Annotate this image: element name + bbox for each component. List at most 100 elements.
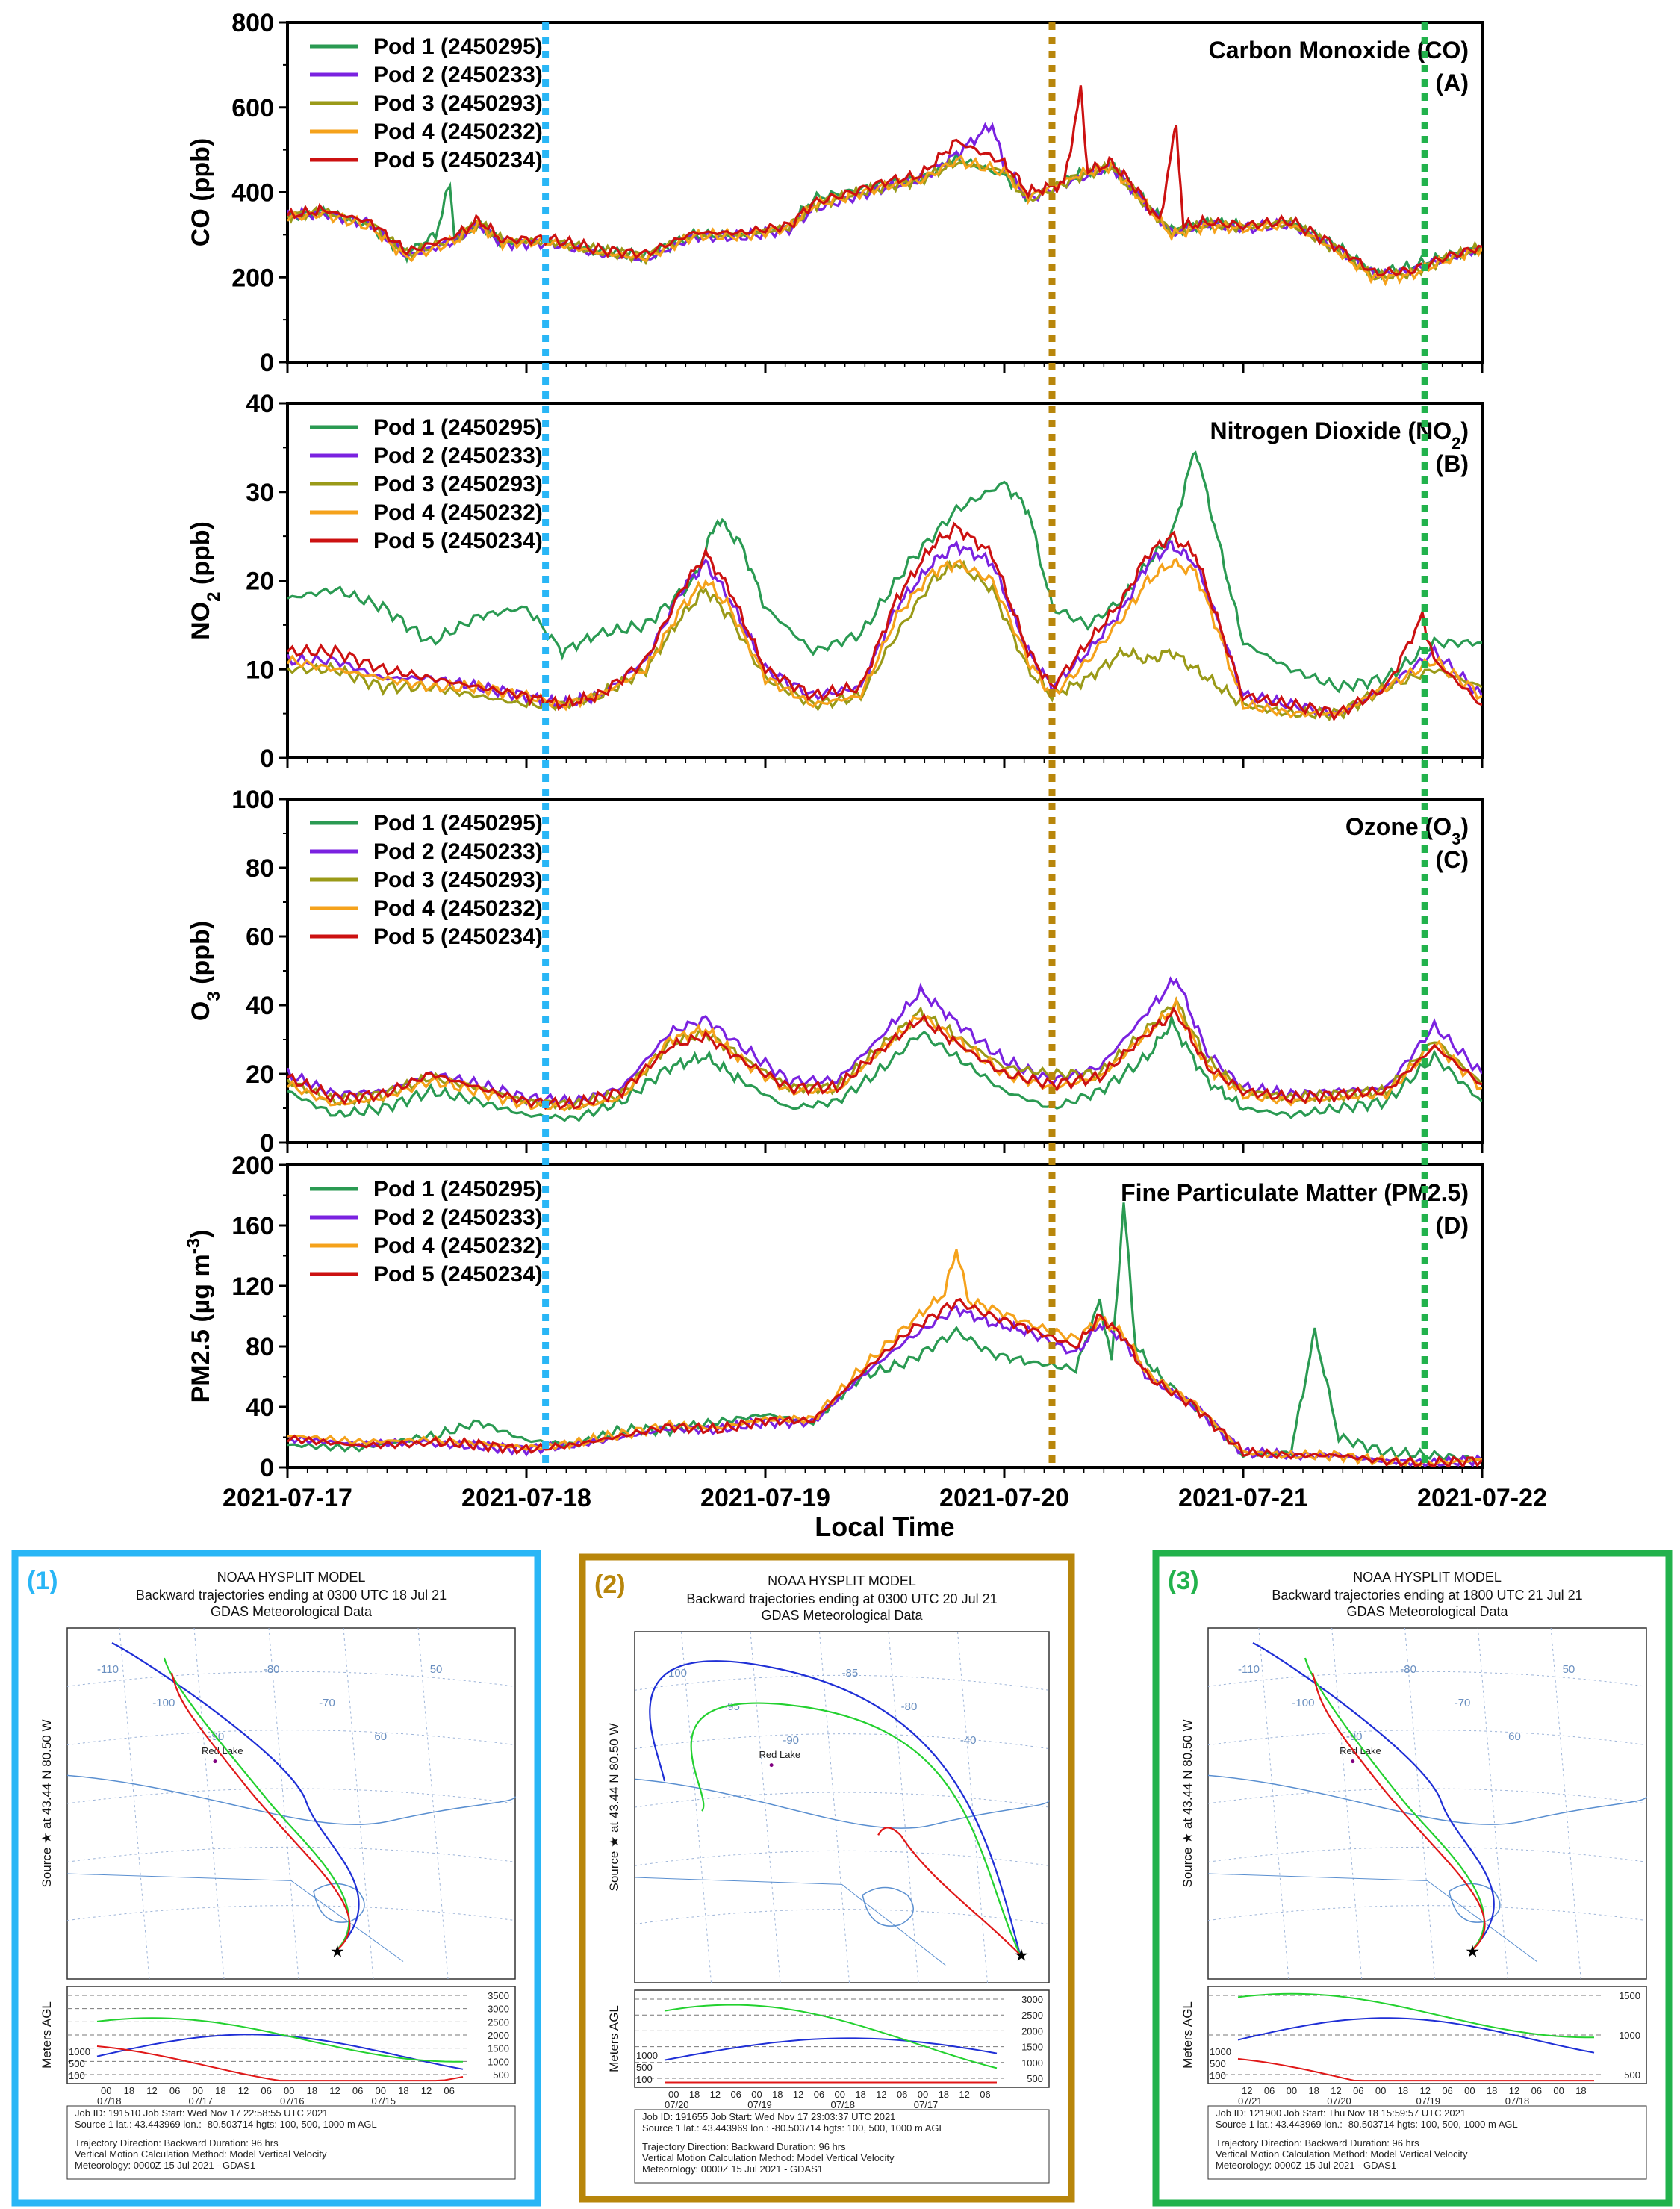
graticule-lat: [634, 1674, 1050, 1691]
y-tick-label: 0: [260, 349, 274, 377]
source-star-icon: ★: [1465, 1942, 1480, 1960]
legend-label: Pod 1 (2450295): [373, 811, 543, 836]
graticule-lat: [1207, 1788, 1647, 1804]
graticule-lat: [66, 1730, 516, 1746]
legend-label: Pod 2 (2450233): [373, 444, 543, 468]
hysplit-title: NOAA HYSPLIT MODEL: [768, 1573, 916, 1588]
y-tick-label: 200: [231, 264, 274, 292]
hysplit-subtitle: Backward trajectories ending at 1800 UTC…: [1272, 1588, 1582, 1603]
profile-time-tick: 18: [398, 2085, 408, 2096]
profile-left-label: 1000: [636, 2050, 658, 2061]
place-label: Red Lake: [202, 1745, 243, 1756]
profile-time-tick: 12: [1509, 2085, 1519, 2096]
graticule-lon: [1404, 1627, 1435, 1980]
hysplit-info-line: Vertical Motion Calculation Method: Mode…: [642, 2152, 895, 2163]
profile-time-tick: 00: [193, 2085, 203, 2096]
place-dot: [213, 1759, 217, 1764]
great-lakes: [313, 1883, 365, 1923]
y-axis-label: PM2.5 (µg m-3): [184, 1230, 216, 1403]
chart-panel-3: 0 40 80 120 160 200 PM2.5 (µg m-3) Fine Particu…: [184, 1152, 1484, 1482]
legend-label: Pod 3 (2450293): [373, 91, 543, 116]
profile-time-tick: 06: [444, 2085, 454, 2096]
profile-time-tick: 18: [1487, 2085, 1497, 2096]
graticule-lon: [1550, 1627, 1581, 1980]
panel-title-part: Fine Particulate Matter (PM2.5): [1121, 1179, 1469, 1206]
profile-line: [96, 2045, 464, 2082]
graticule-lat: [66, 1905, 516, 1921]
hysplit-info-line: Job ID: 121900 Job Start: Thu Nov 18 15:…: [1216, 2107, 1466, 2119]
graticule-lon: [1331, 1627, 1363, 1980]
series-line: [287, 158, 1482, 281]
graticule-lat: [66, 1788, 516, 1804]
graticule-lat: [66, 1671, 516, 1687]
y-axis-label: O3 (ppb): [187, 921, 224, 1021]
place-label: Red Lake: [759, 1749, 801, 1760]
y-tick-label: 20: [246, 568, 274, 596]
lon-label: -70: [319, 1697, 335, 1709]
y-tick-label: 10: [246, 656, 274, 684]
profile-time-tick: 18: [772, 2089, 783, 2100]
hysplit-info-line: Job ID: 191510 Job Start: Wed Nov 17 22:…: [75, 2107, 328, 2119]
panel-title: Nitrogen Dioxide (NO2): [1210, 417, 1469, 453]
hysplit-info-line: Source 1 lat.: 43.443969 lon.: -80.50371…: [642, 2122, 945, 2134]
profile-date: 07/20: [665, 2099, 689, 2110]
profile-line: [1237, 2017, 1595, 2054]
graticule-lon: [957, 1631, 988, 1983]
y-axis-label: CO (ppb): [187, 138, 215, 246]
y-axis-label-sup: -3: [184, 1238, 204, 1254]
profile-time-tick: 12: [146, 2085, 157, 2096]
legend-label: Pod 1 (2450295): [373, 34, 543, 59]
place-label: Red Lake: [1340, 1745, 1381, 1756]
profile-time-tick: 12: [793, 2089, 803, 2100]
series-line: [287, 557, 1482, 719]
profile-line: [1237, 2057, 1594, 2082]
hysplit-badge: (2): [594, 1570, 626, 1599]
profile-time-tick: 00: [101, 2085, 111, 2096]
profile-time-tick: 12: [421, 2085, 432, 2096]
legend-label: Pod 4 (2450232): [373, 896, 543, 921]
profile-time-tick: 18: [1575, 2085, 1586, 2096]
lon-label: 50: [430, 1663, 443, 1676]
profile-level-label: 3500: [488, 1990, 509, 2001]
panel-letter: (B): [1436, 450, 1469, 477]
profile-time-tick: 06: [1531, 2085, 1542, 2096]
profile-level-label: 500: [1027, 2073, 1043, 2084]
y-tick-label: 120: [231, 1273, 274, 1301]
profile-time-tick: 06: [897, 2089, 907, 2100]
profile-time-tick: 18: [1398, 2085, 1408, 2096]
profile-time-tick: 00: [1464, 2085, 1475, 2096]
panel-title-part: Carbon Monoxide (CO): [1209, 37, 1469, 63]
hysplit-info-line: Vertical Motion Calculation Method: Mode…: [1216, 2149, 1468, 2160]
profile-date: 07/21: [1238, 2095, 1263, 2107]
graticule-lat: [1207, 1671, 1647, 1687]
legend-label: Pod 4 (2450232): [373, 500, 543, 525]
profile-time-tick: 18: [1308, 2085, 1319, 2096]
profile-time-tick: 06: [730, 2089, 741, 2100]
legend-label: Pod 4 (2450232): [373, 1234, 543, 1258]
border-line: [1207, 1873, 1537, 1962]
y-tick-label: 40: [246, 390, 274, 418]
profile-level-label: 2500: [488, 2016, 509, 2028]
profile-left-label: 100: [69, 2070, 85, 2081]
great-lakes: [862, 1886, 914, 1927]
profile-time-tick: 00: [1287, 2085, 1297, 2096]
legend-label: Pod 5 (2450234): [373, 148, 543, 173]
coastline: [1207, 1774, 1647, 1826]
graticule-lat: [634, 1792, 1050, 1808]
profile-time-tick: 00: [751, 2089, 762, 2100]
y-axis-label-part: CO (ppb): [187, 138, 215, 246]
profile-date: 07/20: [1327, 2095, 1351, 2107]
y-tick-label: 0: [260, 1454, 274, 1482]
profile-left-label: 1000: [69, 2046, 90, 2057]
x-tick-label: 2021-07-21: [1178, 1484, 1308, 1512]
panel-title: Fine Particulate Matter (PM2.5): [1121, 1179, 1469, 1206]
legend-label: Pod 2 (2450233): [373, 839, 543, 864]
map-frame: [1207, 1627, 1647, 1980]
hysplit-panel-2: (2) NOAA HYSPLIT MODEL Backward trajectori…: [579, 1553, 1075, 2203]
profile-time-tick: 18: [689, 2089, 700, 2100]
profile-level-label: 1500: [488, 2043, 509, 2054]
source-side-label: Source ★ at 43.44 N 80.50 W: [607, 1723, 621, 1891]
profile-level-label: 2000: [1021, 2025, 1043, 2036]
